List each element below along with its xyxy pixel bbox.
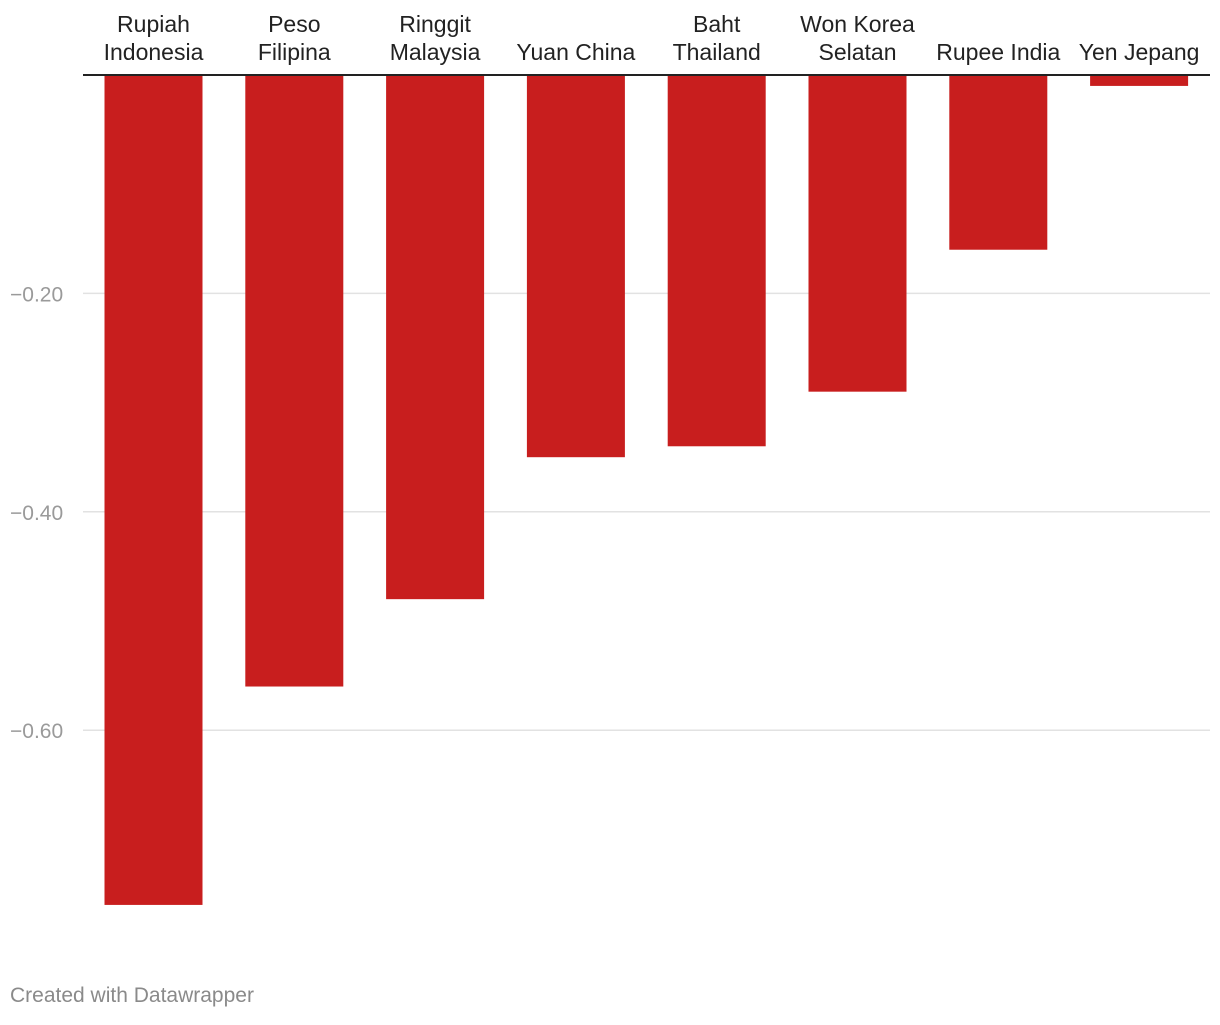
bar[interactable] (949, 75, 1048, 250)
category-label: Ringgit (399, 11, 471, 37)
category-label: Peso (268, 11, 320, 37)
category-label: Won Korea (800, 11, 915, 37)
category-label: Malaysia (390, 39, 481, 65)
bar[interactable] (667, 75, 766, 447)
y-tick-label: −0.60 (10, 720, 63, 743)
category-label: Yen Jepang (1079, 39, 1200, 65)
category-label: Rupiah (117, 11, 190, 37)
y-tick-label: −0.40 (10, 502, 63, 525)
footer-credit[interactable]: Created with Datawrapper (10, 984, 254, 1007)
category-label: Baht (693, 11, 741, 37)
category-label: Filipina (258, 39, 331, 65)
y-tick-label: −0.20 (10, 283, 63, 306)
bar[interactable] (526, 75, 625, 458)
category-label: Rupee India (936, 39, 1060, 65)
bars (104, 75, 1189, 905)
bar[interactable] (104, 75, 203, 905)
bar[interactable] (1090, 75, 1189, 86)
bar[interactable] (245, 75, 344, 687)
bar[interactable] (808, 75, 907, 392)
category-label: Selatan (818, 39, 896, 65)
bar[interactable] (386, 75, 485, 600)
category-label: Indonesia (104, 39, 204, 65)
category-label: Yuan China (516, 39, 635, 65)
category-label: Thailand (673, 39, 761, 65)
